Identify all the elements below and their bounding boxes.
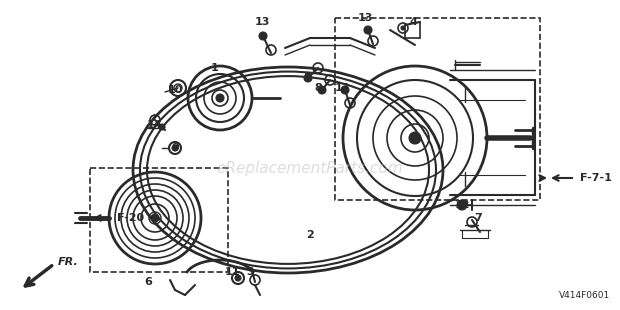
Text: V414F0601: V414F0601 [559, 291, 610, 300]
Circle shape [174, 84, 182, 92]
Text: F-7-1: F-7-1 [580, 173, 612, 183]
Text: F-20: F-20 [117, 213, 144, 223]
Circle shape [304, 74, 312, 82]
Text: 2: 2 [306, 230, 314, 240]
Text: 13: 13 [254, 17, 270, 27]
Text: 13: 13 [357, 13, 373, 23]
Text: 11: 11 [224, 267, 240, 277]
Text: eReplacementParts.com: eReplacementParts.com [216, 161, 404, 175]
Text: 8: 8 [314, 83, 322, 93]
Text: 5: 5 [303, 73, 311, 83]
Circle shape [318, 86, 326, 94]
Circle shape [409, 132, 421, 144]
Circle shape [457, 200, 467, 210]
Text: 9: 9 [171, 143, 179, 153]
Bar [90, 168, 228, 272]
Circle shape [172, 145, 178, 151]
Circle shape [401, 26, 405, 30]
Circle shape [235, 275, 241, 281]
Text: 10: 10 [167, 85, 183, 95]
Text: 6: 6 [144, 277, 152, 287]
Text: 3: 3 [246, 267, 254, 277]
Text: FR.: FR. [58, 257, 79, 267]
Text: 4: 4 [409, 17, 417, 27]
Circle shape [341, 86, 349, 94]
Bar [335, 18, 540, 200]
Circle shape [151, 214, 159, 222]
Text: 12: 12 [454, 200, 470, 210]
Circle shape [159, 124, 165, 130]
Text: 14: 14 [147, 120, 163, 130]
Circle shape [364, 26, 372, 34]
Text: 13: 13 [334, 83, 350, 93]
Circle shape [216, 94, 224, 102]
Circle shape [259, 32, 267, 40]
Text: 1: 1 [211, 63, 219, 73]
Text: 7: 7 [474, 213, 482, 223]
